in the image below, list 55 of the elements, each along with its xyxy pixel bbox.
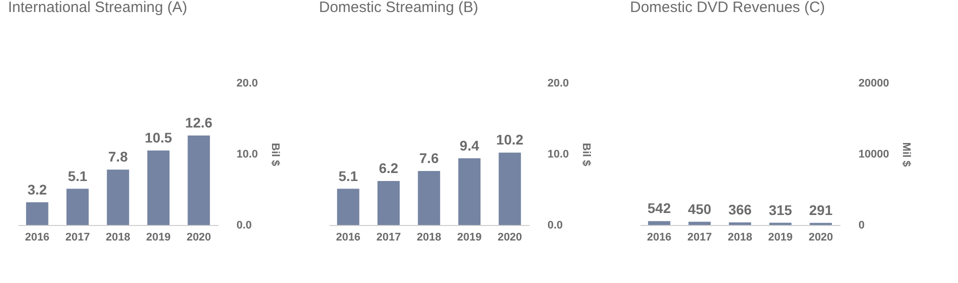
data-label: 450: [688, 200, 712, 217]
x-tick-label: 2018: [416, 232, 442, 244]
chart-title: Domestic DVD Revenues (C): [630, 0, 826, 16]
bar: [418, 171, 440, 225]
data-label: 3.2: [27, 181, 48, 198]
x-tick-label: 2018: [728, 232, 752, 244]
data-label: 542: [648, 200, 672, 216]
bar: [337, 188, 360, 225]
y-axis-title: Bil $: [268, 142, 281, 166]
data-label: 315: [768, 202, 792, 218]
y-axis-title: Mil $: [900, 142, 912, 167]
data-label: 291: [809, 202, 833, 218]
bar: [26, 202, 48, 225]
y-tick-label: 10.0: [236, 148, 258, 160]
bar: [188, 136, 210, 225]
bar: [377, 180, 400, 225]
y-tick-label: 20.0: [548, 78, 569, 90]
x-tick-label: 2018: [106, 232, 130, 244]
x-tick-label: 2017: [687, 232, 712, 244]
x-tick-label: 2017: [376, 232, 401, 244]
x-tick-label: 2019: [146, 232, 171, 244]
x-tick-label: 2020: [186, 232, 212, 244]
y-tick-label: 10000: [858, 148, 890, 160]
x-tick-label: 2020: [808, 232, 834, 244]
x-tick-label: 2016: [24, 232, 50, 244]
data-label: 10.5: [144, 129, 172, 146]
y-tick-label: 20000: [858, 78, 890, 90]
y-tick-label: 0: [858, 220, 865, 232]
data-label: 7.8: [108, 148, 128, 165]
data-label: 366: [728, 201, 752, 218]
chart-title: International Streaming (A): [8, 0, 188, 16]
bar: [106, 170, 130, 225]
x-tick-label: 2019: [457, 232, 482, 244]
y-tick-label: 0.0: [236, 220, 252, 232]
bar: [66, 188, 89, 225]
data-label: 5.1: [338, 168, 358, 184]
x-tick-label: 2016: [336, 232, 360, 244]
chart-title: Domestic Streaming (B): [319, 0, 478, 16]
x-tick-label: 2017: [65, 232, 90, 244]
data-label: 12.6: [185, 114, 213, 131]
data-label: 7.6: [419, 150, 439, 166]
x-tick-label: 2019: [768, 232, 793, 244]
data-label: 9.4: [460, 137, 480, 154]
y-tick-label: 10.0: [548, 148, 569, 160]
x-tick-label: 2016: [646, 232, 672, 244]
bar: [147, 150, 170, 225]
y-axis-title: Bil $: [580, 142, 592, 166]
data-label: 6.2: [378, 160, 399, 176]
data-label: 5.1: [68, 168, 88, 184]
x-tick-label: 2020: [498, 232, 522, 244]
bar: [498, 152, 521, 225]
y-tick-label: 0.0: [548, 220, 563, 232]
data-label: 10.2: [496, 132, 524, 148]
y-tick-label: 20.0: [236, 78, 258, 90]
bar: [458, 158, 481, 225]
